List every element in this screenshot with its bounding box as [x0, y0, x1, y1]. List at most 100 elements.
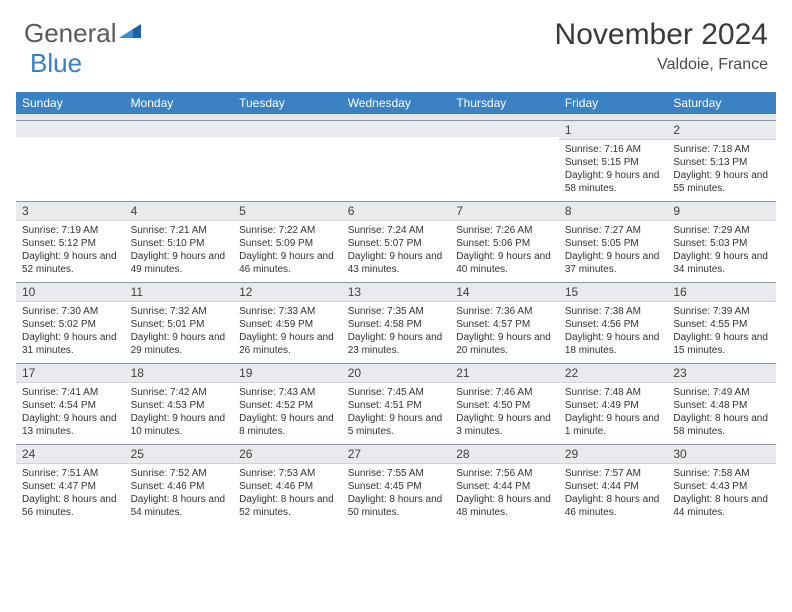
daylight-line: Daylight: 9 hours and 23 minutes.: [348, 331, 445, 357]
daylight-line: Daylight: 8 hours and 46 minutes.: [565, 493, 662, 519]
day-number: 2: [667, 121, 776, 140]
daylight-line: Daylight: 9 hours and 34 minutes.: [673, 250, 770, 276]
week-row: 10Sunrise: 7:30 AMSunset: 5:02 PMDayligh…: [16, 282, 776, 363]
day-cell: 7Sunrise: 7:26 AMSunset: 5:06 PMDaylight…: [450, 201, 559, 282]
weekday-header: Thursday: [450, 92, 559, 114]
logo-text-2: Blue: [30, 48, 82, 79]
daylight-line: Daylight: 9 hours and 58 minutes.: [565, 169, 662, 195]
day-cell: 13Sunrise: 7:35 AMSunset: 4:58 PMDayligh…: [342, 282, 451, 363]
day-details: Sunrise: 7:35 AMSunset: 4:58 PMDaylight:…: [342, 302, 451, 363]
day-details: Sunrise: 7:42 AMSunset: 4:53 PMDaylight:…: [125, 383, 234, 444]
day-details: Sunrise: 7:45 AMSunset: 4:51 PMDaylight:…: [342, 383, 451, 444]
sunset-line: Sunset: 4:46 PM: [239, 480, 336, 493]
week-row: 3Sunrise: 7:19 AMSunset: 5:12 PMDaylight…: [16, 201, 776, 282]
sunset-line: Sunset: 4:48 PM: [673, 399, 770, 412]
sunrise-line: Sunrise: 7:35 AM: [348, 305, 445, 318]
day-details: Sunrise: 7:52 AMSunset: 4:46 PMDaylight:…: [125, 464, 234, 525]
sunrise-line: Sunrise: 7:18 AM: [673, 143, 770, 156]
day-cell: 19Sunrise: 7:43 AMSunset: 4:52 PMDayligh…: [233, 363, 342, 444]
day-cell: 17Sunrise: 7:41 AMSunset: 4:54 PMDayligh…: [16, 363, 125, 444]
sunset-line: Sunset: 4:51 PM: [348, 399, 445, 412]
day-number: 8: [559, 202, 668, 221]
day-cell: 1Sunrise: 7:16 AMSunset: 5:15 PMDaylight…: [559, 120, 668, 201]
day-number: 7: [450, 202, 559, 221]
day-cell: 12Sunrise: 7:33 AMSunset: 4:59 PMDayligh…: [233, 282, 342, 363]
daylight-line: Daylight: 9 hours and 13 minutes.: [22, 412, 119, 438]
sunset-line: Sunset: 4:44 PM: [456, 480, 553, 493]
weekday-header: Tuesday: [233, 92, 342, 114]
sunrise-line: Sunrise: 7:24 AM: [348, 224, 445, 237]
day-cell: 25Sunrise: 7:52 AMSunset: 4:46 PMDayligh…: [125, 444, 234, 525]
sunset-line: Sunset: 5:10 PM: [131, 237, 228, 250]
day-cell: 4Sunrise: 7:21 AMSunset: 5:10 PMDaylight…: [125, 201, 234, 282]
day-number: 20: [342, 364, 451, 383]
sunrise-line: Sunrise: 7:45 AM: [348, 386, 445, 399]
sunrise-line: Sunrise: 7:58 AM: [673, 467, 770, 480]
sunrise-line: Sunrise: 7:22 AM: [239, 224, 336, 237]
daylight-line: Daylight: 9 hours and 10 minutes.: [131, 412, 228, 438]
day-number: 12: [233, 283, 342, 302]
sunset-line: Sunset: 4:52 PM: [239, 399, 336, 412]
title-block: November 2024 Valdoie, France: [555, 18, 768, 74]
daylight-line: Daylight: 8 hours and 50 minutes.: [348, 493, 445, 519]
day-cell: 3Sunrise: 7:19 AMSunset: 5:12 PMDaylight…: [16, 201, 125, 282]
day-number: 30: [667, 445, 776, 464]
weekday-header-row: SundayMondayTuesdayWednesdayThursdayFrid…: [16, 92, 776, 114]
empty-day-bar: [233, 121, 342, 137]
day-details: Sunrise: 7:29 AMSunset: 5:03 PMDaylight:…: [667, 221, 776, 282]
sunrise-line: Sunrise: 7:21 AM: [131, 224, 228, 237]
sunrise-line: Sunrise: 7:36 AM: [456, 305, 553, 318]
day-cell: 2Sunrise: 7:18 AMSunset: 5:13 PMDaylight…: [667, 120, 776, 201]
week-row: 17Sunrise: 7:41 AMSunset: 4:54 PMDayligh…: [16, 363, 776, 444]
sunset-line: Sunset: 4:50 PM: [456, 399, 553, 412]
sunset-line: Sunset: 4:54 PM: [22, 399, 119, 412]
day-cell: 27Sunrise: 7:55 AMSunset: 4:45 PMDayligh…: [342, 444, 451, 525]
month-title: November 2024: [555, 18, 768, 52]
empty-day-bar: [450, 121, 559, 137]
sunrise-line: Sunrise: 7:27 AM: [565, 224, 662, 237]
day-number: 18: [125, 364, 234, 383]
day-cell: 21Sunrise: 7:46 AMSunset: 4:50 PMDayligh…: [450, 363, 559, 444]
sunset-line: Sunset: 4:46 PM: [131, 480, 228, 493]
empty-day-cell: [233, 120, 342, 201]
day-cell: 28Sunrise: 7:56 AMSunset: 4:44 PMDayligh…: [450, 444, 559, 525]
daylight-line: Daylight: 9 hours and 26 minutes.: [239, 331, 336, 357]
page-header: General November 2024 Valdoie, France: [0, 0, 792, 84]
day-cell: 16Sunrise: 7:39 AMSunset: 4:55 PMDayligh…: [667, 282, 776, 363]
day-details: Sunrise: 7:46 AMSunset: 4:50 PMDaylight:…: [450, 383, 559, 444]
day-details: Sunrise: 7:43 AMSunset: 4:52 PMDaylight:…: [233, 383, 342, 444]
day-details: Sunrise: 7:56 AMSunset: 4:44 PMDaylight:…: [450, 464, 559, 525]
day-cell: 18Sunrise: 7:42 AMSunset: 4:53 PMDayligh…: [125, 363, 234, 444]
sunrise-line: Sunrise: 7:51 AM: [22, 467, 119, 480]
day-details: Sunrise: 7:22 AMSunset: 5:09 PMDaylight:…: [233, 221, 342, 282]
location-label: Valdoie, France: [555, 56, 768, 74]
day-number: 3: [16, 202, 125, 221]
sunrise-line: Sunrise: 7:16 AM: [565, 143, 662, 156]
day-details: Sunrise: 7:49 AMSunset: 4:48 PMDaylight:…: [667, 383, 776, 444]
sunrise-line: Sunrise: 7:48 AM: [565, 386, 662, 399]
day-details: Sunrise: 7:19 AMSunset: 5:12 PMDaylight:…: [16, 221, 125, 282]
sunrise-line: Sunrise: 7:55 AM: [348, 467, 445, 480]
daylight-line: Daylight: 9 hours and 43 minutes.: [348, 250, 445, 276]
day-details: Sunrise: 7:18 AMSunset: 5:13 PMDaylight:…: [667, 140, 776, 201]
day-number: 4: [125, 202, 234, 221]
day-number: 19: [233, 364, 342, 383]
day-cell: 9Sunrise: 7:29 AMSunset: 5:03 PMDaylight…: [667, 201, 776, 282]
sunset-line: Sunset: 4:58 PM: [348, 318, 445, 331]
day-details: Sunrise: 7:48 AMSunset: 4:49 PMDaylight:…: [559, 383, 668, 444]
sunrise-line: Sunrise: 7:53 AM: [239, 467, 336, 480]
logo: General: [24, 18, 141, 49]
day-number: 23: [667, 364, 776, 383]
day-number: 15: [559, 283, 668, 302]
daylight-line: Daylight: 9 hours and 37 minutes.: [565, 250, 662, 276]
day-number: 22: [559, 364, 668, 383]
empty-day-cell: [450, 120, 559, 201]
week-row: 1Sunrise: 7:16 AMSunset: 5:15 PMDaylight…: [16, 120, 776, 201]
day-cell: 22Sunrise: 7:48 AMSunset: 4:49 PMDayligh…: [559, 363, 668, 444]
sunset-line: Sunset: 4:57 PM: [456, 318, 553, 331]
empty-day-cell: [16, 120, 125, 201]
sunset-line: Sunset: 5:02 PM: [22, 318, 119, 331]
day-details: Sunrise: 7:55 AMSunset: 4:45 PMDaylight:…: [342, 464, 451, 525]
daylight-line: Daylight: 9 hours and 20 minutes.: [456, 331, 553, 357]
day-number: 25: [125, 445, 234, 464]
